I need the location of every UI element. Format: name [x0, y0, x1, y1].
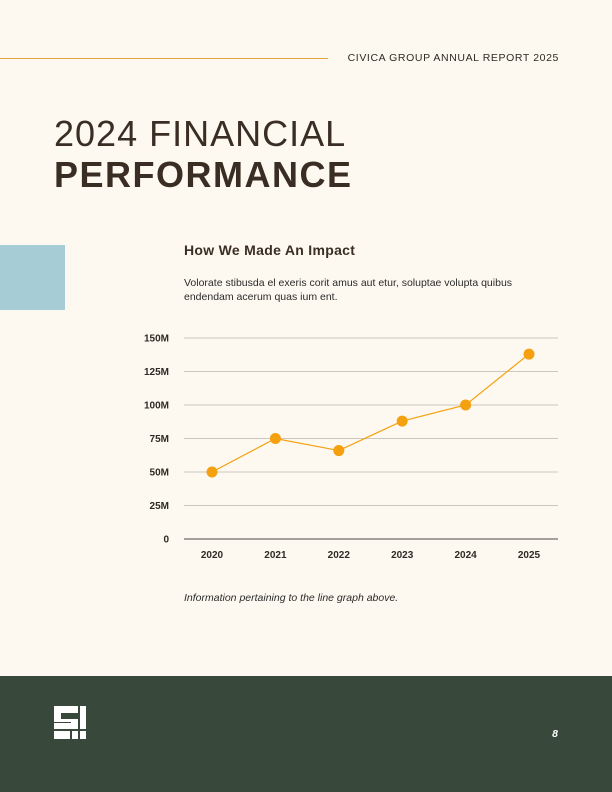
- series-line: [211, 353, 530, 473]
- data-point: [333, 445, 345, 457]
- section-title: How We Made An Impact: [184, 242, 356, 258]
- page-number: 8: [552, 728, 558, 740]
- data-point: [460, 399, 472, 411]
- x-tick-label: 2022: [328, 550, 351, 561]
- data-point: [206, 466, 218, 478]
- y-tick-label: 0: [163, 535, 169, 546]
- report-title: CIVICA GROUP ANNUAL REPORT 2025: [347, 52, 559, 64]
- y-tick-label: 75M: [150, 434, 169, 445]
- data-point: [396, 415, 408, 427]
- y-tick-label: 125M: [144, 367, 169, 378]
- y-tick-label: 25M: [150, 501, 169, 512]
- header-rule: [0, 58, 328, 59]
- accent-block: [0, 245, 65, 310]
- x-tick-label: 2024: [454, 550, 477, 561]
- y-tick-label: 50M: [150, 468, 169, 479]
- line-chart: 0 25M 50M 75M 100M 125M 150M 2020 2021 2022 2023 20…: [144, 334, 558, 561]
- x-tick-label: 2023: [391, 550, 414, 561]
- section-description: Volorate stibusda el exeris corit amus a…: [184, 277, 513, 303]
- page-heading-line1: 2024 FINANCIAL: [54, 113, 347, 154]
- x-tick-label: 2020: [201, 550, 224, 561]
- company-logo-icon: [54, 706, 86, 739]
- data-point: [523, 348, 535, 360]
- footer: 8: [0, 676, 612, 792]
- page-heading-line2: PERFORMANCE: [54, 154, 353, 195]
- y-tick-label: 100M: [144, 401, 169, 412]
- chart-caption: Information pertaining to the line graph…: [184, 592, 399, 604]
- data-point: [269, 433, 281, 444]
- x-tick-label: 2021: [264, 550, 287, 561]
- y-tick-label: 150M: [144, 334, 169, 345]
- x-tick-label: 2025: [518, 550, 541, 561]
